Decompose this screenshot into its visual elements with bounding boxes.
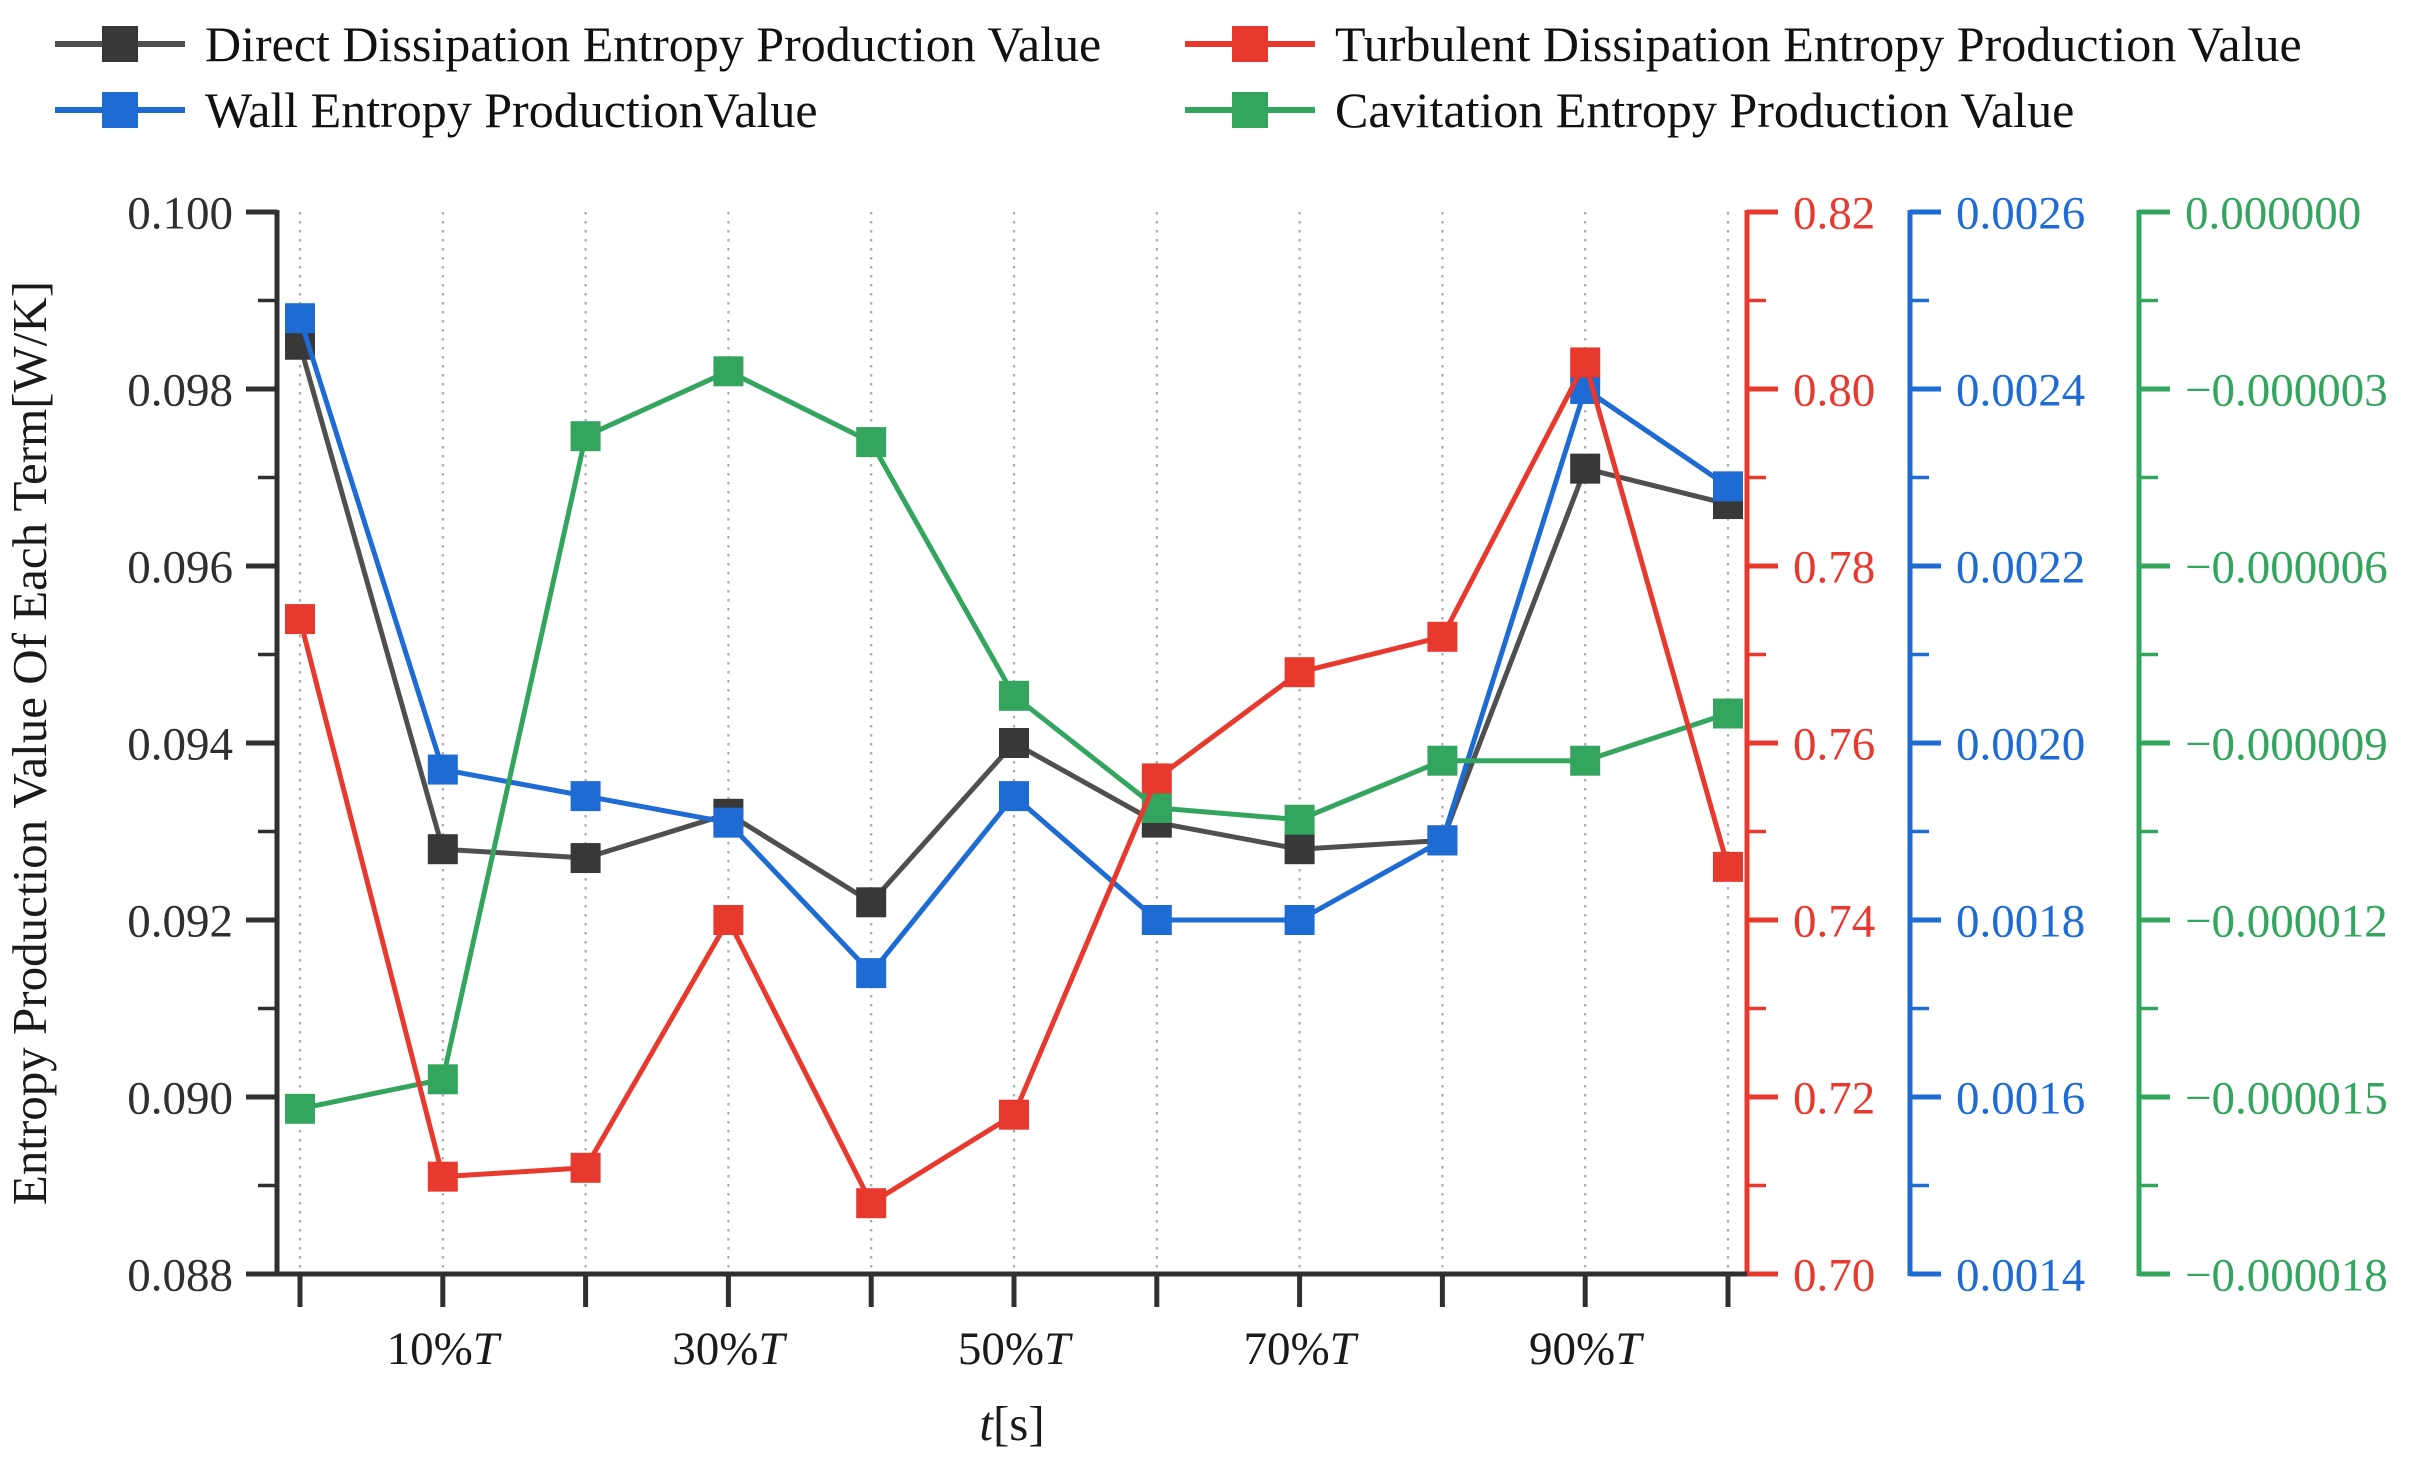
x-tick-label: 70%T	[1243, 1323, 1358, 1375]
legend-label: Turbulent Dissipation Entropy Production…	[1335, 16, 2302, 72]
legend-label: Wall Entropy ProductionValue	[205, 82, 818, 138]
blue-axis-tick-label: 0.0016	[1956, 1073, 2085, 1125]
green-axis: 0.000000 −0.000003 −0.000006 −0.000009 −0.00…	[2136, 188, 2388, 1302]
data-point-marker	[856, 427, 887, 458]
data-point-marker	[1713, 851, 1743, 882]
legend-item-wall-entropy-productionvalue: Wall Entropy ProductionValue	[55, 82, 818, 138]
blue-axis: 0.0026 0.0024 0.0022 0.0020 0.0018 0.0016 0.00…	[1907, 188, 2085, 1302]
legend: Direct Dissipation Entropy Production Va…	[55, 16, 2302, 138]
x-tick-label: 50%T	[958, 1323, 1073, 1375]
red-axis-tick-label: 0.76	[1793, 719, 1875, 771]
data-point-marker	[285, 604, 315, 635]
left-axis-tick-label: 0.096	[127, 542, 233, 594]
data-point-marker	[999, 1099, 1029, 1130]
legend-label: Cavitation Entropy Production Value	[1335, 82, 2074, 138]
data-point-marker	[713, 807, 744, 838]
data-point-marker	[427, 834, 458, 865]
data-point-marker	[570, 1152, 601, 1183]
blue-axis-tick-label: 0.0020	[1956, 719, 2085, 771]
left-axis-tick-label: 0.092	[127, 896, 233, 948]
red-axis-tick-label: 0.72	[1793, 1073, 1875, 1125]
x-axis: 10%T 30%T 50%T 70%T 90%T t[s]	[275, 1271, 1747, 1451]
red-axis-tick-label: 0.70	[1793, 1250, 1875, 1302]
data-point-marker	[1141, 905, 1172, 935]
legend-marker-sample	[1232, 26, 1268, 62]
red-axis-tick-label: 0.80	[1793, 365, 1875, 417]
green-axis-tick-label: −0.000009	[2185, 719, 2388, 771]
green-axis-tick-label: −0.000003	[2185, 365, 2388, 417]
data-point-marker	[1141, 763, 1172, 794]
legend-marker-sample	[102, 26, 138, 62]
data-point-marker	[999, 680, 1029, 711]
data-point-marker	[570, 421, 601, 452]
blue-axis-tick-label: 0.0014	[1956, 1250, 2085, 1302]
red-axis-tick-label: 0.82	[1793, 188, 1875, 240]
data-point-marker	[285, 303, 315, 334]
data-point-marker	[570, 781, 601, 812]
data-point-marker	[1284, 905, 1315, 935]
green-axis-tick-label: −0.000018	[2185, 1250, 2388, 1302]
data-point-marker	[713, 905, 744, 935]
data-point-marker	[427, 1064, 458, 1095]
data-point-marker	[1427, 621, 1458, 652]
blue-axis-tick-label: 0.0026	[1956, 188, 2085, 240]
green-axis-tick-label: 0.000000	[2185, 188, 2361, 240]
red-axis-tick-label: 0.74	[1793, 896, 1875, 948]
data-point-marker	[713, 356, 744, 387]
left-axis-tick-label: 0.098	[127, 365, 233, 417]
x-tick-label: 10%T	[387, 1323, 502, 1375]
blue-axis-tick-label: 0.0024	[1956, 365, 2085, 417]
data-point-marker	[1427, 825, 1458, 856]
data-point-marker	[1427, 745, 1458, 776]
blue-axis-tick-label: 0.0022	[1956, 542, 2085, 594]
data-point-marker	[427, 1161, 458, 1192]
data-point-marker	[1570, 745, 1601, 776]
data-point-marker	[1570, 347, 1601, 378]
data-point-marker	[570, 843, 601, 874]
data-point-marker	[1284, 834, 1315, 865]
data-point-marker	[1284, 804, 1315, 835]
data-point-marker	[1713, 698, 1743, 729]
data-point-marker	[856, 887, 887, 918]
data-point-marker	[1570, 453, 1601, 484]
data-point-marker	[427, 754, 458, 785]
red-axis-tick-label: 0.78	[1793, 542, 1875, 594]
blue-axis-tick-label: 0.0018	[1956, 896, 2085, 948]
data-point-marker	[1284, 657, 1315, 688]
data-point-marker	[1713, 471, 1743, 502]
x-tick-label: 30%T	[672, 1323, 787, 1375]
x-tick-label: 90%T	[1529, 1323, 1644, 1375]
series-direct-dissipation-entropy-production-value	[285, 329, 1743, 918]
left-axis-tick-label: 0.094	[127, 719, 233, 771]
data-point-marker	[999, 781, 1029, 812]
red-axis: 0.82 0.80 0.78 0.76 0.74 0.72 0.70	[1744, 188, 1875, 1302]
series-turbulent-dissipation-entropy-production-value	[285, 347, 1743, 1219]
green-axis-tick-label: −0.000012	[2185, 896, 2388, 948]
left-axis: 0.100 0.098 0.096 0.094 0.092 0.090 0.088	[127, 188, 280, 1302]
legend-marker-sample	[102, 92, 138, 128]
left-axis-tick-label: 0.090	[127, 1073, 233, 1125]
x-axis-title: t[s]	[979, 1396, 1044, 1451]
legend-item-direct-dissipation-entropy-production-value: Direct Dissipation Entropy Production Va…	[55, 16, 1101, 72]
legend-label: Direct Dissipation Entropy Production Va…	[205, 16, 1101, 72]
data-point-marker	[999, 728, 1029, 758]
left-axis-tick-label: 0.100	[127, 188, 233, 240]
data-point-marker	[285, 1093, 315, 1124]
legend-marker-sample	[1232, 92, 1268, 128]
data-point-marker	[856, 1188, 887, 1219]
legend-item-turbulent-dissipation-entropy-production-value: Turbulent Dissipation Entropy Production…	[1185, 16, 2302, 72]
green-axis-tick-label: −0.000006	[2185, 542, 2388, 594]
y-axis-title: Entropy Production Value Of Each Term[W/…	[2, 281, 57, 1205]
series-wall-entropy-productionvalue	[285, 303, 1743, 989]
green-axis-tick-label: −0.000015	[2185, 1073, 2388, 1125]
data-point-marker	[856, 958, 887, 989]
left-axis-tick-label: 0.088	[127, 1250, 233, 1302]
legend-item-cavitation-entropy-production-value: Cavitation Entropy Production Value	[1185, 82, 2074, 138]
